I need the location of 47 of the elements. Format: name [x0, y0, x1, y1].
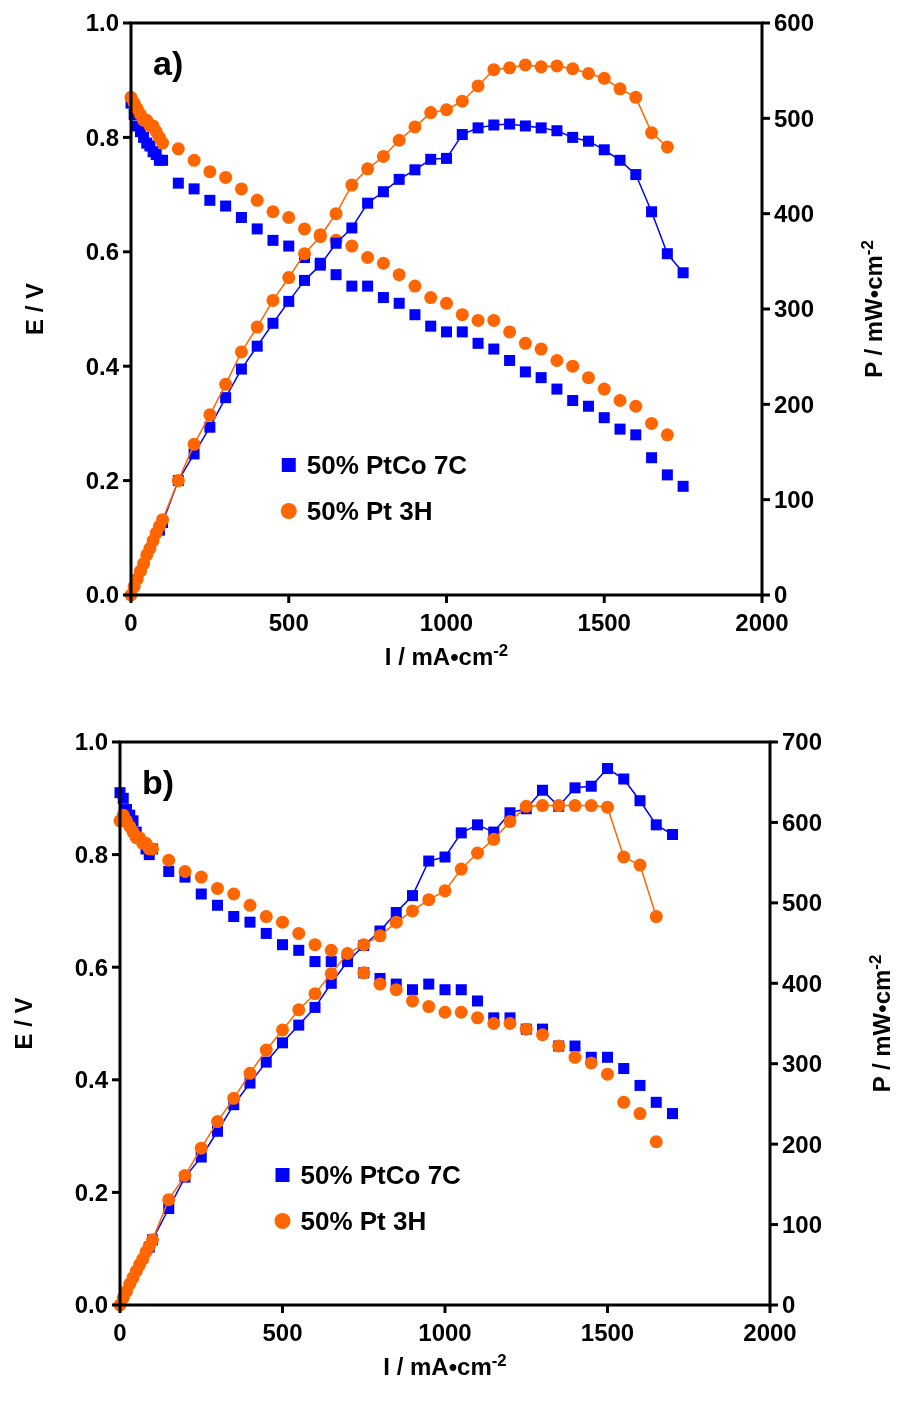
- y-tick-label: 0.2: [74, 1178, 108, 1206]
- y2-tick-label: 600: [782, 808, 823, 836]
- y-tick-label: 0.8: [85, 123, 119, 151]
- y2-tick-label: 0: [782, 1291, 796, 1319]
- y-tick-label: 0.4: [85, 352, 120, 380]
- x-tick-label: 1000: [419, 609, 474, 636]
- y2-tick-label: 300: [774, 295, 815, 323]
- y-tick-label: 1.0: [85, 9, 119, 37]
- x-axis-title: I / mA•cm$^{-2}$: [384, 640, 509, 670]
- y2-tick-label: 200: [774, 390, 815, 418]
- legend-label: 50% PtCo 7C: [306, 450, 468, 481]
- x-axis-title: I / mA•cm$^{-2}$: [383, 1350, 507, 1380]
- y-axis-title: E / V: [21, 282, 48, 336]
- x-tick-label: 500: [262, 1319, 303, 1346]
- annotation: a): [153, 44, 184, 82]
- y2-tick-label: 500: [774, 104, 815, 132]
- y-tick-label: 0.4: [74, 1066, 109, 1094]
- x-tick-label: 1500: [580, 1319, 635, 1346]
- y-tick-label: 0.6: [74, 953, 108, 981]
- y2-tick-label: 300: [782, 1050, 823, 1078]
- x-tick-label: 0: [124, 609, 138, 636]
- y-tick-label: 0.6: [85, 238, 119, 266]
- y-tick-label: 1.0: [74, 728, 108, 756]
- y2-tick-label: 400: [782, 969, 823, 997]
- y2-tick-label: 600: [774, 9, 815, 37]
- y2-tick-label: 700: [782, 728, 823, 756]
- x-tick-label: 0: [113, 1319, 127, 1346]
- y2-tick-label: 200: [782, 1130, 823, 1158]
- y-axis-title: E / V: [10, 997, 37, 1050]
- y2-tick-label: 100: [774, 486, 815, 514]
- y2-tick-label: 500: [782, 889, 823, 917]
- x-tick-label: 1500: [577, 609, 631, 636]
- legend-label: 50% Pt 3H: [300, 1206, 427, 1237]
- legend-label: 50% PtCo 7C: [300, 1160, 462, 1191]
- y-tick-label: 0.0: [74, 1291, 108, 1319]
- y2-tick-label: 100: [782, 1210, 823, 1238]
- y-tick-label: 0.2: [85, 467, 119, 494]
- legend-label: 50% Pt 3H: [306, 496, 433, 527]
- y2-tick-label: 0: [774, 581, 788, 609]
- annotation: b): [142, 763, 175, 801]
- x-tick-label: 2000: [743, 1319, 797, 1346]
- y-tick-label: 0.0: [85, 581, 119, 609]
- x-tick-label: 2000: [735, 609, 789, 636]
- x-tick-label: 1000: [418, 1319, 472, 1346]
- x-tick-label: 500: [268, 609, 309, 636]
- y-tick-label: 0.8: [74, 841, 108, 868]
- y2-tick-label: 400: [774, 200, 815, 228]
